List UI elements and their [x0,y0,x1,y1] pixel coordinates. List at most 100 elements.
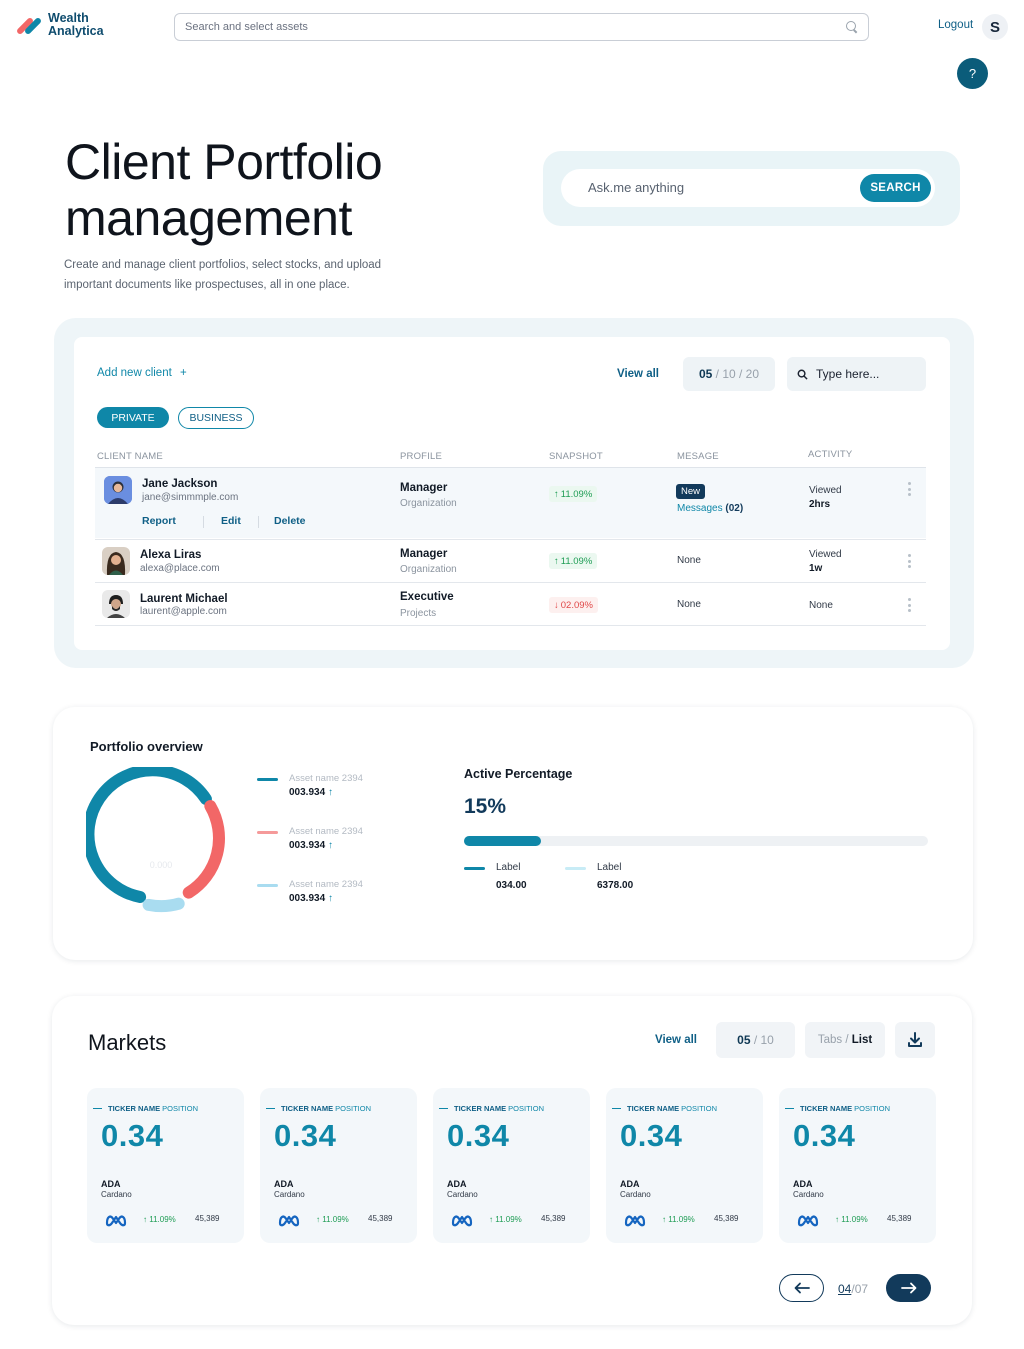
market-value: 0.34 [274,1118,337,1153]
client-filter-input[interactable]: Type here... [787,357,926,391]
brand-line-2: Analytica [48,24,104,38]
messages-label: Messages [677,503,723,514]
client-name[interactable]: Alexa Liras [140,549,202,561]
client-email: alexa@place.com [140,563,220,574]
ask-search-button[interactable]: SEARCH [860,174,931,202]
client-profile: Manager [400,482,448,494]
logout-link[interactable]: Logout [938,19,974,31]
action-divider [258,516,259,528]
row-divider [95,625,926,626]
market-value: 0.34 [101,1118,164,1153]
market-card[interactable]: TICKER NAME POSITION 0.34 ADA Cardano ↑ 11.0… [87,1088,244,1243]
markets-title: Markets [88,1030,167,1055]
market-card[interactable]: TICKER NAME POSITION 0.34 ADA Cardano ↑ 11.0… [433,1088,590,1243]
markets-view-all-link[interactable]: View all [655,1034,697,1046]
message-cell: None [677,555,701,566]
market-volume: 45,389 [887,1214,912,1223]
more-options-icon[interactable] [908,598,912,612]
help-button[interactable]: ? [957,58,988,89]
tab-business[interactable]: BUSINESS [178,407,254,429]
messages-link[interactable]: Messages (02) [677,503,743,514]
legend-value: 6378.00 [597,880,634,891]
active-percentage-fill [464,836,542,846]
legend-swatch [257,778,278,781]
ask-input[interactable]: Ask.me anything SEARCH [561,169,935,207]
market-card[interactable]: TICKER NAME POSITION 0.34 ADA Cardano ↑ 11.0… [606,1088,763,1243]
action-divider [203,516,204,528]
market-card[interactable]: TICKER NAME POSITION 0.34 ADA Cardano ↑ 11.0… [779,1088,936,1243]
asset-search-placeholder: Search and select assets [185,21,308,33]
column-header-activity[interactable]: ACTIVITY [808,449,853,460]
arrow-right-icon [900,1282,916,1294]
market-card-header: TICKER NAME POSITION [266,1104,371,1113]
edit-button[interactable]: Edit [221,515,241,527]
snapshot-value: 02.09% [560,599,593,611]
client-email: laurent@apple.com [140,606,227,617]
more-options-icon[interactable] [908,482,912,496]
arrow-up-icon: ↑ [327,840,333,851]
page-title-line-1: Client Portfolio [65,134,383,190]
ticker-label: TICKER NAME [800,1104,853,1113]
snapshot-badge: ↓ 02.09% [549,597,598,613]
clients-pager[interactable]: 05 / 10 / 20 [683,357,775,391]
markets-pager[interactable]: 05 / 10 [716,1022,795,1058]
client-profile: Executive [400,591,454,603]
column-header-client-name[interactable]: CLIENT NAME [97,451,163,462]
asset-search-input[interactable]: Search and select assets [174,13,869,41]
search-icon [797,369,808,380]
tab-private[interactable]: PRIVATE [97,407,169,428]
activity-cell: Viewed 1w [809,548,842,576]
column-header-message[interactable]: MESAGE [677,451,719,462]
market-volume: 45,389 [368,1214,393,1223]
market-page-indicator: 04/07 [838,1282,868,1296]
markets-pager-total: / 10 [753,1033,774,1047]
activity-status: Viewed [809,485,842,496]
report-button[interactable]: Report [142,515,176,527]
tabs-option[interactable]: Tabs [817,1034,843,1046]
market-card-header: TICKER NAME POSITION [612,1104,717,1113]
arrow-up-icon: ↑ [554,555,559,567]
client-profile-sub: Projects [400,608,437,619]
delete-button[interactable]: Delete [274,515,306,527]
donut-segment-2 [182,800,225,899]
brand-logo[interactable]: Wealth Analytica [15,11,104,38]
user-avatar[interactable]: S [982,14,1008,40]
donut-center-value: 0.000 [150,860,173,870]
previous-page-button[interactable] [779,1274,824,1302]
meta-icon [451,1215,473,1227]
meta-icon [105,1215,127,1227]
add-client-button[interactable]: Add new client + [97,367,187,379]
legend-value: 003.934 ↑ [289,787,333,798]
market-name: Cardano [101,1190,132,1199]
market-change: ↑ 11.09% [835,1215,868,1224]
ask-panel: Ask.me anything SEARCH [543,151,960,226]
column-header-profile[interactable]: PROFILE [400,451,443,462]
client-profile-sub: Organization [400,498,457,509]
column-header-snapshot[interactable]: SNAPSHOT [549,451,603,462]
more-options-icon[interactable] [908,554,912,568]
view-mode-toggle[interactable]: Tabs / List [805,1022,885,1058]
add-client-label: Add new client [97,367,172,379]
list-option[interactable]: List [851,1034,873,1046]
meta-icon [797,1215,819,1227]
client-name[interactable]: Jane Jackson [142,478,218,490]
table-row[interactable] [95,468,926,538]
clients-view-all-link[interactable]: View all [617,368,659,380]
activity-status: None [809,600,833,611]
top-header: Wealth Analytica Search and select asset… [0,0,1024,56]
search-icon [846,21,858,33]
market-value: 0.34 [620,1118,683,1153]
next-page-button[interactable] [886,1274,931,1302]
ticker-label: TICKER NAME [108,1104,161,1113]
download-button[interactable] [895,1022,935,1058]
client-name[interactable]: Laurent Michael [140,593,228,605]
arrow-up-icon: ↑ [662,1215,666,1224]
portfolio-overview-card: Portfolio overview 0.000 Asset name 2394… [53,707,973,960]
avatar [104,476,132,504]
brand-line-1: Wealth [48,11,89,25]
legend-swatch [257,884,278,887]
market-card[interactable]: TICKER NAME POSITION 0.34 ADA Cardano ↑ 11.0… [260,1088,417,1243]
legend-value: 003.934 ↑ [289,893,333,904]
legend-name: Asset name 2394 [289,826,363,837]
market-card-header: TICKER NAME POSITION [439,1104,544,1113]
